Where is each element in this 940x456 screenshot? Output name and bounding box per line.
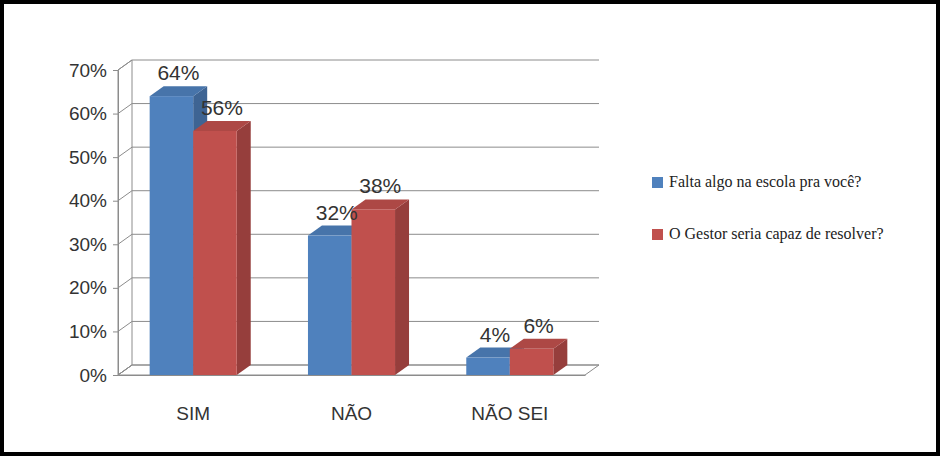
grid xyxy=(118,60,599,375)
y-axis-line xyxy=(113,71,119,376)
bars xyxy=(150,86,568,375)
x-tick-label: NÃO SEI xyxy=(471,403,548,424)
y-tick-label: 30% xyxy=(69,234,107,255)
y-tick-label: 60% xyxy=(69,103,107,124)
bar-top xyxy=(510,339,568,349)
data-label: 38% xyxy=(359,174,401,197)
bar xyxy=(352,209,396,375)
bar-side xyxy=(395,199,409,375)
x-tick-label: NÃO xyxy=(331,403,372,424)
x-tick: NÃO xyxy=(331,375,372,424)
data-label: 4% xyxy=(480,323,510,346)
y-tick: 30% xyxy=(69,234,118,255)
frame xyxy=(2,2,938,454)
y-tick-label: 10% xyxy=(69,321,107,342)
y-tick: 40% xyxy=(69,190,118,211)
y-tick-mark xyxy=(113,157,118,158)
y-tick: 10% xyxy=(69,321,118,342)
legend-label: Falta algo na escola pra você? xyxy=(669,173,861,191)
legend: Falta algo na escola pra você? O Gestor s… xyxy=(652,173,884,243)
y-tick-label: 0% xyxy=(80,365,108,386)
bar xyxy=(193,131,237,375)
x-axis-line xyxy=(119,375,586,376)
data-labels: 64% 32% 4% 56% 38% 6% xyxy=(157,61,553,345)
y-tick: 0% xyxy=(80,365,118,386)
x-axis: SIM NÃO NÃO SEI xyxy=(119,375,586,424)
bar xyxy=(308,236,352,375)
y-tick-mark xyxy=(113,70,118,71)
x-tick: NÃO SEI xyxy=(471,375,548,424)
data-label: 32% xyxy=(316,201,358,224)
y-tick: 50% xyxy=(69,147,118,168)
legend-label: O Gestor seria capaz de resolver? xyxy=(669,225,884,243)
y-tick-label: 70% xyxy=(69,60,107,81)
y-tick-mark xyxy=(113,114,118,115)
legend-swatch xyxy=(652,177,663,188)
bar xyxy=(150,96,194,375)
y-tick-label: 40% xyxy=(69,190,107,211)
chart: 0% 10% 20% 30% 40% 50% 60% 70% SIM NÃO NÃO SEI 64% 3… xyxy=(0,0,940,456)
legend-swatch xyxy=(652,229,663,240)
y-tick-label: 50% xyxy=(69,147,107,168)
bar-top xyxy=(150,86,208,96)
y-tick-mark xyxy=(113,244,118,245)
data-label: 6% xyxy=(523,314,553,337)
data-label: 56% xyxy=(201,96,243,119)
y-tick-mark xyxy=(113,288,118,289)
side-wall xyxy=(118,60,132,375)
y-tick: 70% xyxy=(69,60,118,81)
x-tick: SIM xyxy=(176,375,210,424)
y-tick: 20% xyxy=(69,277,118,298)
y-tick-mark xyxy=(113,331,118,332)
plot-walls xyxy=(118,60,599,375)
y-tick: 60% xyxy=(69,103,118,124)
bar-top xyxy=(352,199,410,209)
data-label: 64% xyxy=(157,61,199,84)
bar xyxy=(466,358,510,375)
y-tick-mark xyxy=(113,201,118,202)
bar-side xyxy=(237,121,251,375)
bar-top xyxy=(193,121,251,131)
x-tick-label: SIM xyxy=(176,403,210,424)
y-tick-mark xyxy=(113,375,118,376)
y-tick-label: 20% xyxy=(69,277,107,298)
bar xyxy=(510,349,554,375)
y-axis: 0% 10% 20% 30% 40% 50% 60% 70% xyxy=(69,60,119,386)
